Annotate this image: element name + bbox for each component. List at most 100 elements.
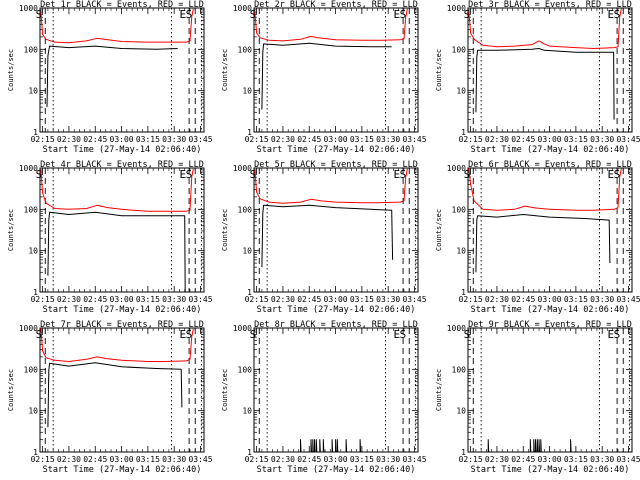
y-tick-label: 100 (452, 365, 467, 374)
x-tick-label: 03:00 (538, 455, 562, 464)
plot-frame (39, 167, 205, 293)
series-events-line (468, 439, 632, 453)
y-tick-label: 1 (247, 448, 252, 457)
marker-label-s2: S (614, 328, 621, 341)
series-lld-line (40, 327, 194, 362)
x-tick-label: 02:45 (297, 135, 321, 144)
x-tick-label: 03:15 (564, 455, 588, 464)
x-tick-label: 03:45 (402, 135, 426, 144)
x-tick-label: 02:45 (83, 135, 107, 144)
y-tick-label: 10 (28, 407, 38, 416)
series-events-line (261, 204, 394, 268)
x-tick-label: 02:30 (57, 135, 81, 144)
x-tick-label: 02:15 (459, 455, 483, 464)
x-tick-label: 02:30 (485, 135, 509, 144)
x-tick-label: 03:15 (350, 455, 374, 464)
x-tick-label: 03:00 (110, 135, 134, 144)
x-axis-label: Start Time (27-May-14 02:06:40) (257, 305, 416, 315)
y-tick-label: 100 (24, 45, 39, 54)
y-tick-label: 100 (24, 205, 39, 214)
marker-label-s: S (250, 168, 257, 181)
x-tick-label: 03:30 (376, 455, 400, 464)
panel-title: Det 3r BLACK = Events, RED = LLD (468, 0, 632, 10)
panel-title: Det 2r BLACK = Events, RED = LLD (254, 0, 418, 10)
marker-label-e: E (607, 328, 614, 341)
y-axis-label: Counts/sec (221, 49, 229, 91)
x-tick-label: 03:15 (350, 135, 374, 144)
panel-det-9: Det 9r BLACK = Events, RED = LLD 1 10 100 10… (435, 320, 640, 475)
x-tick-label: 03:00 (538, 295, 562, 304)
y-tick-label: 1000 (447, 164, 466, 173)
panel-det-4: Det 4r BLACK = Events, RED = LLD 1 10 100 10… (7, 160, 213, 315)
marker-label-s2: S (186, 8, 193, 21)
marker-label-s2: S (400, 168, 407, 181)
x-axis-label: Start Time (27-May-14 02:06:40) (43, 465, 202, 475)
marker-label-s2: S (614, 8, 621, 21)
x-tick-label: 02:45 (297, 455, 321, 464)
marker-label-e: E (607, 8, 614, 21)
y-tick-label: 10 (242, 407, 252, 416)
x-axis-label: Start Time (27-May-14 02:06:40) (471, 145, 630, 155)
marker-label-e: E (607, 168, 614, 181)
x-tick-label: 03:00 (110, 295, 134, 304)
y-tick-label: 1 (461, 448, 466, 457)
x-tick-label: 02:30 (57, 455, 81, 464)
y-tick-label: 10 (456, 87, 466, 96)
x-tick-label: 03:15 (564, 295, 588, 304)
marker-label-s2: S (186, 168, 193, 181)
x-tick-label: 02:30 (485, 295, 509, 304)
series-events-line (46, 45, 178, 108)
x-tick-label: 02:30 (271, 295, 295, 304)
series-lld-line (40, 167, 194, 212)
series-events-line (254, 439, 418, 453)
marker-label-s: S (464, 8, 471, 21)
y-axis-label: Counts/sec (221, 369, 229, 411)
y-tick-label: 100 (238, 205, 253, 214)
panel-det-7: Det 7r BLACK = Events, RED = LLD 1 10 100 10… (7, 320, 213, 475)
marker-label-s2: S (186, 328, 193, 341)
marker-label-e: E (179, 8, 186, 21)
x-tick-label: 03:45 (402, 455, 426, 464)
marker-label-s: S (250, 8, 257, 21)
x-tick-label: 03:45 (188, 135, 212, 144)
x-tick-label: 03:15 (350, 295, 374, 304)
x-axis-label: Start Time (27-May-14 02:06:40) (471, 465, 630, 475)
y-tick-label: 1000 (447, 324, 466, 333)
y-tick-label: 1 (247, 128, 252, 137)
y-tick-label: 1 (247, 288, 252, 297)
x-tick-label: 03:00 (110, 455, 134, 464)
x-tick-label: 03:30 (590, 135, 614, 144)
y-axis-label: Counts/sec (221, 209, 229, 251)
y-axis-label: Counts/sec (7, 369, 15, 411)
series-events-line (47, 211, 186, 293)
y-axis-label: Counts/sec (435, 49, 443, 91)
series-events-line (475, 214, 611, 273)
x-axis-label: Start Time (27-May-14 02:06:40) (257, 465, 416, 475)
y-tick-label: 10 (28, 87, 38, 96)
series-lld-line (468, 7, 622, 49)
x-tick-label: 02:45 (83, 295, 107, 304)
marker-label-e: E (393, 168, 400, 181)
x-tick-label: 02:30 (57, 295, 81, 304)
x-tick-label: 02:30 (271, 455, 295, 464)
x-tick-label: 03:15 (564, 135, 588, 144)
y-tick-label: 1000 (233, 324, 252, 333)
y-axis-label: Counts/sec (435, 209, 443, 251)
x-tick-label: 02:15 (245, 135, 269, 144)
marker-label-s: S (464, 328, 471, 341)
y-tick-label: 10 (242, 247, 252, 256)
x-tick-label: 03:45 (188, 455, 212, 464)
x-tick-label: 02:45 (83, 455, 107, 464)
y-tick-label: 1 (461, 288, 466, 297)
plot-frame (467, 7, 633, 133)
series-events-line (261, 42, 392, 110)
x-tick-label: 03:45 (616, 455, 640, 464)
y-tick-label: 1000 (19, 4, 38, 13)
y-tick-label: 1000 (447, 4, 466, 13)
series-events-line (475, 48, 615, 120)
y-tick-label: 1000 (19, 164, 38, 173)
plot-frame (39, 7, 205, 133)
x-tick-label: 03:30 (162, 295, 186, 304)
series-lld-line (254, 7, 408, 42)
